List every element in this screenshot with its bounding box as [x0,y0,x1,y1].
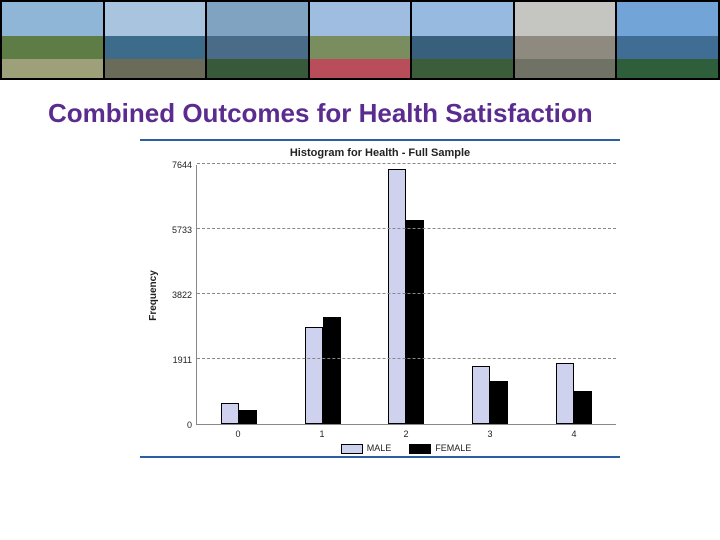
x-tick: 4 [532,425,616,439]
bar-male [472,366,490,424]
bar-male [305,327,323,424]
y-tick: 7644 [172,160,192,170]
banner-tile [515,2,616,78]
banner-tile [310,2,411,78]
gridline [197,228,616,229]
legend-swatch [409,444,431,454]
bar-group [388,169,424,424]
y-axis-label: Frequency [148,270,159,321]
y-tick-column: 01911382257337644 [162,165,196,425]
bar-male [221,403,239,424]
bar-male [556,363,574,424]
bar-group [305,317,341,424]
x-tick: 1 [280,425,364,439]
chart-title: Histogram for Health - Full Sample [144,147,616,159]
bar-female [323,317,341,424]
x-tick: 2 [364,425,448,439]
gridline [197,358,616,359]
banner-tile [207,2,308,78]
legend-swatch [341,444,363,454]
bar-group [221,403,257,424]
bar-group [472,366,508,424]
banner-tile [617,2,718,78]
banner-tile [2,2,103,78]
bar-female [239,410,257,424]
chart-frame: Histogram for Health - Full Sample Frequ… [140,139,620,458]
legend-item: FEMALE [409,443,471,454]
banner-tile [105,2,206,78]
bar-female [574,391,592,424]
legend-label: FEMALE [435,443,471,453]
legend-item: MALE [341,443,392,454]
legend-label: MALE [367,443,392,453]
legend: MALE FEMALE [196,443,616,454]
y-tick: 3822 [172,290,192,300]
chart-body: Frequency 01911382257337644 [144,165,616,425]
y-tick: 1911 [173,355,192,365]
bars-layer [197,165,616,424]
y-tick: 0 [187,420,192,430]
bar-group [556,363,592,424]
gridline [197,293,616,294]
header-banner [0,0,720,80]
bar-male [388,169,406,424]
page-title: Combined Outcomes for Health Satisfactio… [48,98,720,129]
gridline [197,163,616,164]
x-tick: 3 [448,425,532,439]
banner-image-strip [0,0,720,80]
bar-female [490,381,508,424]
x-tick-row: 01234 [196,425,616,439]
plot-area [196,165,616,425]
banner-tile [412,2,513,78]
bar-female [406,220,424,424]
y-axis-label-col: Frequency [144,165,162,425]
y-tick: 5733 [172,225,192,235]
x-tick: 0 [196,425,280,439]
